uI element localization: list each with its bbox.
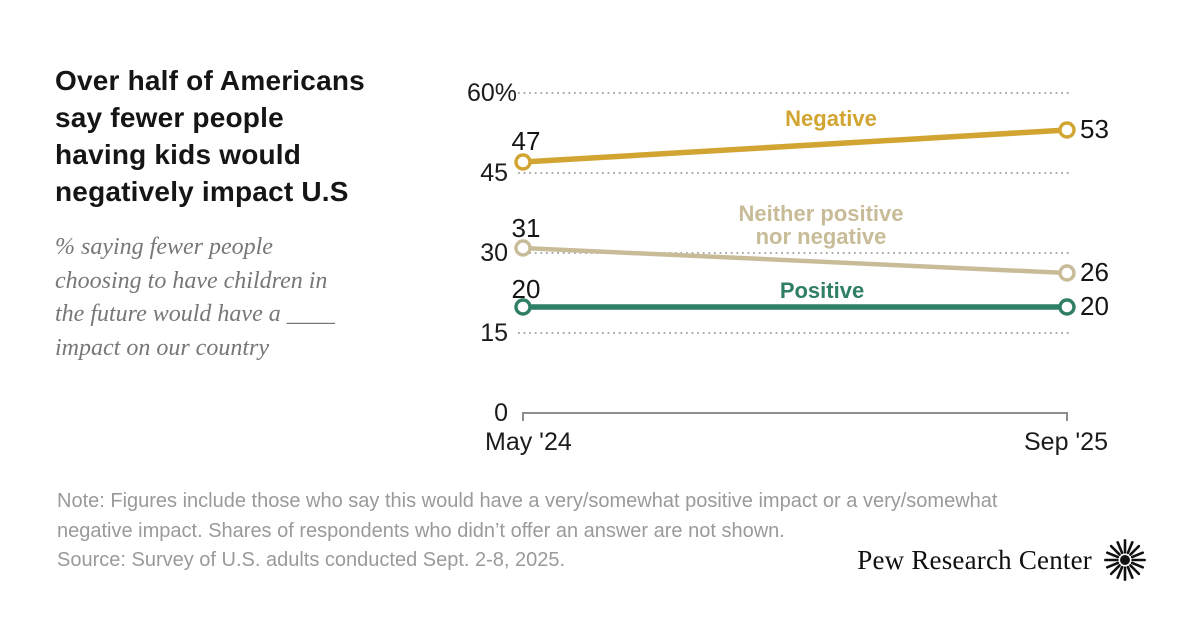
note-line: Note: Figures include those who say this…	[57, 490, 998, 512]
neither-marker-end	[1058, 264, 1076, 282]
neither-value-end: 26	[1080, 257, 1109, 287]
negative-marker-start	[514, 153, 532, 171]
negative-marker-end	[1058, 121, 1076, 139]
positive-value-end: 20	[1080, 291, 1109, 321]
neither-line	[522, 245, 1068, 276]
sunburst-icon	[1104, 539, 1146, 581]
neither-marker-start	[514, 239, 532, 257]
negative-line	[522, 127, 1068, 165]
neither-value-start: 31	[512, 213, 541, 243]
y-tick-60: 60%	[467, 79, 517, 107]
positive-series-label: Positive	[780, 278, 864, 303]
negative-value-end: 53	[1080, 114, 1109, 144]
positive-marker-start	[514, 298, 532, 316]
x-tick-end: Sep '25	[1024, 428, 1108, 456]
positive-marker-end	[1058, 298, 1076, 316]
subtitle-line: % saying fewer people	[55, 234, 273, 260]
line-chart-svg: 60% 45 30 15 0 May '24 Sep '25 47 53 31 …	[467, 79, 1109, 456]
negative-series-label: Negative	[785, 106, 877, 131]
subtitle-line: impact on our country	[55, 334, 269, 361]
subtitle-line: the future would have a ____	[55, 301, 335, 327]
title-line: negatively impact U.S	[55, 176, 349, 207]
line-chart: 60% 45 30 15 0 May '24 Sep '25 47 53 31 …	[460, 60, 1120, 460]
y-tick-45: 45	[480, 159, 508, 187]
negative-value-start: 47	[512, 126, 541, 156]
page-title: Over half of Americans say fewer people …	[55, 62, 445, 210]
title-line: Over half of Americans	[55, 65, 365, 96]
subtitle-line: choosing to have children in	[55, 267, 328, 294]
pew-research-center-logo: Pew Research Center	[857, 536, 1148, 584]
y-tick-15: 15	[480, 319, 508, 347]
title-line: say fewer people	[55, 102, 284, 133]
positive-value-start: 20	[512, 274, 541, 304]
chart-subtitle: % saying fewer people choosing to have c…	[55, 231, 455, 365]
y-tick-30: 30	[480, 239, 508, 267]
neither-series-label-line2: nor negative	[756, 224, 887, 249]
title-line: having kids would	[55, 139, 302, 170]
x-tick-start: May '24	[485, 428, 572, 456]
note-line: negative impact. Shares of respondents w…	[57, 519, 785, 542]
footnote: Note: Figures include those who say this…	[57, 487, 1117, 576]
neither-series-label-line1: Neither positive	[738, 201, 903, 226]
x-axis-baseline	[522, 412, 1068, 421]
source-line: Source: Survey of U.S. adults conducted …	[57, 549, 566, 571]
y-tick-0: 0	[494, 399, 508, 427]
logo-text: Pew Research Center	[857, 544, 1092, 575]
